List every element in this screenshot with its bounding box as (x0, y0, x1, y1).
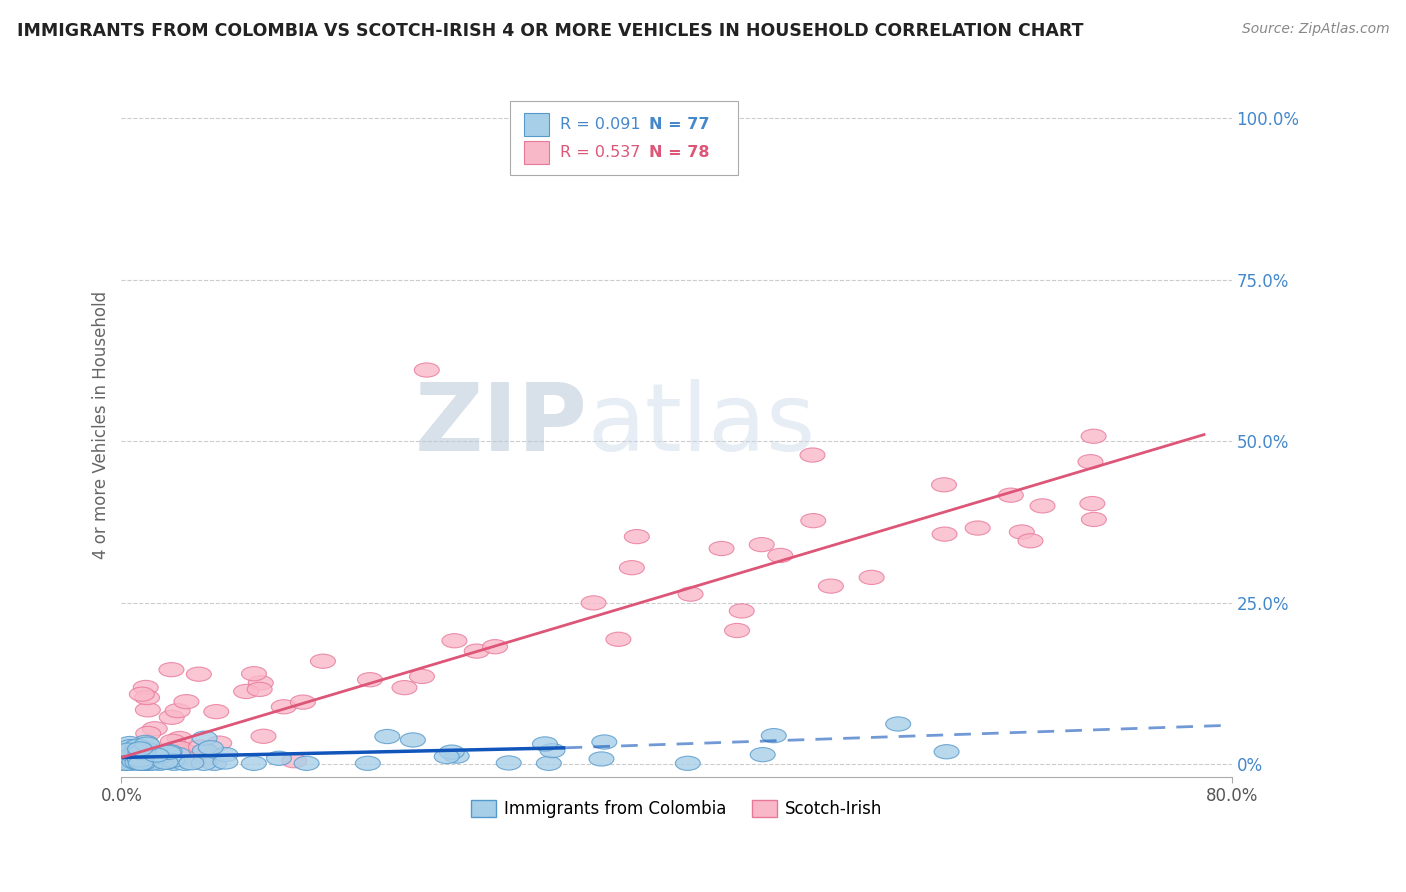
Text: N = 78: N = 78 (648, 145, 710, 160)
Text: R = 0.091: R = 0.091 (560, 117, 641, 132)
Text: Source: ZipAtlas.com: Source: ZipAtlas.com (1241, 22, 1389, 37)
Legend: Immigrants from Colombia, Scotch-Irish: Immigrants from Colombia, Scotch-Irish (464, 793, 889, 825)
Text: ZIP: ZIP (415, 379, 588, 471)
Text: R = 0.537: R = 0.537 (560, 145, 640, 160)
Text: IMMIGRANTS FROM COLOMBIA VS SCOTCH-IRISH 4 OR MORE VEHICLES IN HOUSEHOLD CORRELA: IMMIGRANTS FROM COLOMBIA VS SCOTCH-IRISH… (17, 22, 1084, 40)
Bar (524, 113, 548, 136)
FancyBboxPatch shape (510, 101, 738, 175)
Bar (524, 141, 548, 164)
Y-axis label: 4 or more Vehicles in Household: 4 or more Vehicles in Household (93, 291, 110, 559)
Text: atlas: atlas (588, 379, 815, 471)
Text: N = 77: N = 77 (648, 117, 710, 132)
